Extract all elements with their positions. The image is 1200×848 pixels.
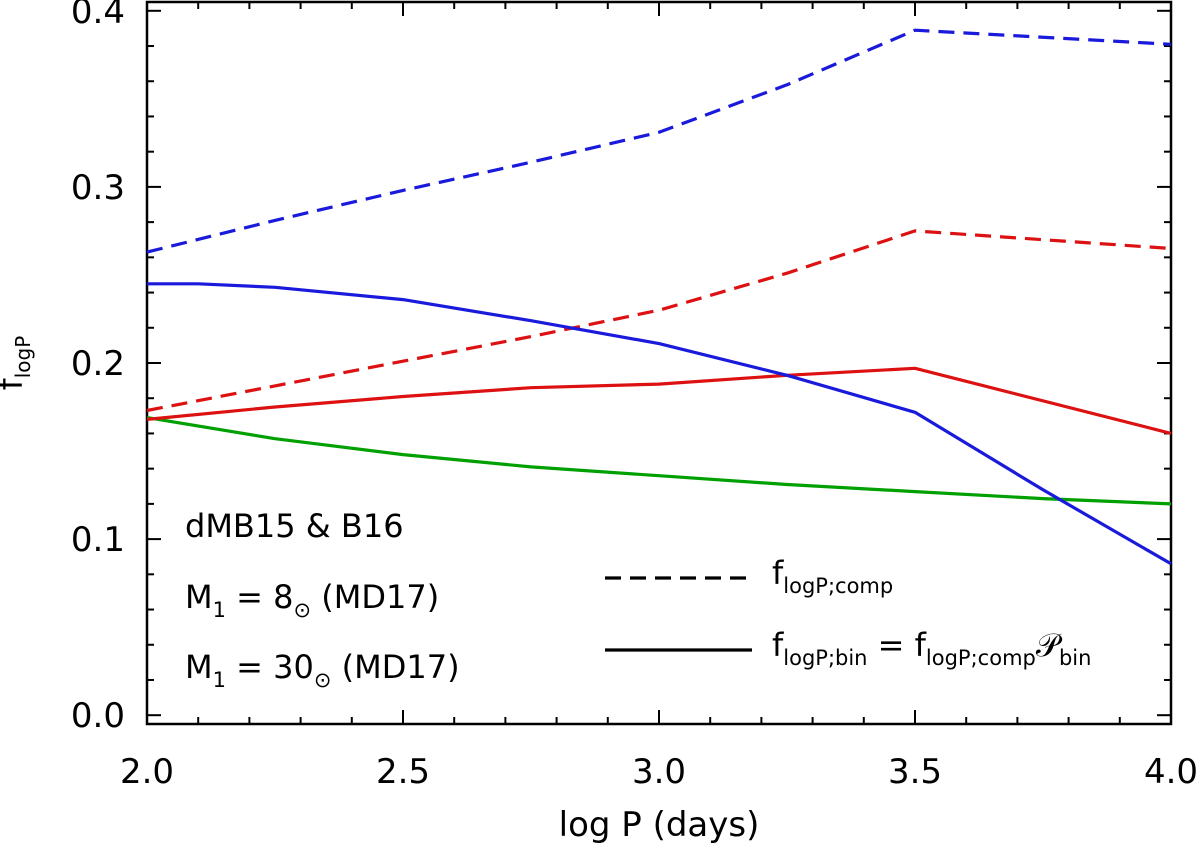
color-legend-entry-1: M1 = 8⊙ (MD17): [185, 578, 439, 622]
y-tick-label: 0.4: [71, 0, 125, 32]
x-tick-label: 2.5: [376, 752, 430, 792]
x-tick-label: 2.0: [120, 752, 174, 792]
series-line-0: [146, 416, 1172, 506]
y-tick-label: 0.3: [71, 168, 125, 208]
x-tick-label: 3.5: [888, 752, 942, 792]
color-legend-entry-0: dMB15 & B16: [185, 507, 404, 545]
series-layer: [146, 28, 1172, 566]
series-line-4: [147, 282, 1172, 566]
series-line-3: [146, 28, 1172, 254]
x-tick-label: 4.0: [1144, 752, 1198, 792]
y-axis-title-sub: logP: [11, 336, 35, 379]
y-tick-label: 0.1: [71, 520, 125, 560]
color-legend-entry-2: M1 = 30⊙ (MD17): [185, 648, 460, 692]
y-axis-title: flogP: [0, 336, 35, 391]
y-tick-label: 0.2: [71, 344, 125, 384]
legend: dMB15 & B16 M1 = 8⊙ (MD17) M1 = 30⊙ (MD17)…: [185, 507, 1091, 692]
line-legend-entry-0: flogP;comp: [772, 554, 893, 598]
line-legend-entry-1: flogP;bin = flogP;comp𝒫bin: [772, 626, 1091, 670]
x-tick-label: 3.0: [632, 752, 686, 792]
y-axis-title-main: f: [0, 377, 31, 390]
tick-labels: 2.0 2.5 3.0 3.5 4.0 0.0 0.1 0.2 0.3 0.4: [71, 0, 1198, 792]
y-tick-label: 0.0: [71, 696, 125, 736]
axis-ticks: [146, 2, 1172, 724]
series-line-1: [146, 229, 1172, 413]
x-axis-title: log P (days): [559, 805, 760, 845]
series-line-2: [146, 366, 1172, 435]
